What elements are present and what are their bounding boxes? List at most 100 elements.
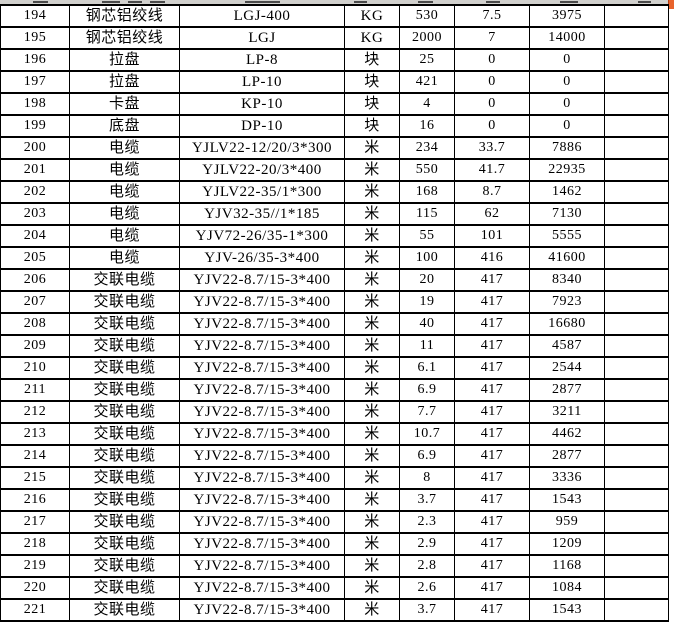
cell-notes[interactable] xyxy=(604,268,669,292)
cell-amount[interactable]: 0 xyxy=(529,114,605,138)
cell-model-spec[interactable]: YJV22-8.7/15-3*400 xyxy=(179,576,345,600)
cell-model-spec[interactable]: YJLV22-35/1*300 xyxy=(179,180,345,204)
cell-unit-price[interactable]: 417 xyxy=(454,400,530,424)
cell-amount[interactable]: 22935 xyxy=(529,158,605,182)
cell-row-number[interactable]: 194 xyxy=(0,4,70,28)
cell-model-spec[interactable]: YJV22-8.7/15-3*400 xyxy=(179,378,345,402)
cell-row-number[interactable]: 198 xyxy=(0,92,70,116)
cell-item-name[interactable]: 拉盘 xyxy=(69,70,180,94)
cell-item-name[interactable]: 交联电缆 xyxy=(69,466,180,490)
cell-unit-price[interactable]: 101 xyxy=(454,224,530,248)
cell-quantity[interactable]: 168 xyxy=(399,180,455,204)
cell-model-spec[interactable]: YJV22-8.7/15-3*400 xyxy=(179,532,345,556)
cell-model-spec[interactable]: YJV22-8.7/15-3*400 xyxy=(179,290,345,314)
cell-unit-price[interactable]: 8.7 xyxy=(454,180,530,204)
cell-row-number[interactable]: 213 xyxy=(0,422,70,446)
cell-item-name[interactable]: 交联电缆 xyxy=(69,290,180,314)
cell-quantity[interactable]: 2.6 xyxy=(399,576,455,600)
cell-quantity[interactable]: 19 xyxy=(399,290,455,314)
cell-item-name[interactable]: 交联电缆 xyxy=(69,422,180,446)
cell-quantity[interactable]: 530 xyxy=(399,4,455,28)
cell-quantity[interactable]: 55 xyxy=(399,224,455,248)
cell-amount[interactable]: 0 xyxy=(529,70,605,94)
cell-row-number[interactable]: 204 xyxy=(0,224,70,248)
cell-row-number[interactable]: 200 xyxy=(0,136,70,160)
cell-unit-price[interactable]: 0 xyxy=(454,70,530,94)
cell-item-name[interactable]: 拉盘 xyxy=(69,48,180,72)
cell-unit-price[interactable]: 417 xyxy=(454,290,530,314)
cell-unit-price[interactable]: 417 xyxy=(454,422,530,446)
cell-model-spec[interactable]: YJV72-26/35-1*300 xyxy=(179,224,345,248)
cell-row-number[interactable]: 211 xyxy=(0,378,70,402)
cell-row-number[interactable]: 215 xyxy=(0,466,70,490)
cell-amount[interactable]: 4462 xyxy=(529,422,605,446)
cell-unit[interactable]: 米 xyxy=(344,576,400,600)
cell-unit-price[interactable]: 417 xyxy=(454,356,530,380)
cell-unit[interactable]: 米 xyxy=(344,158,400,182)
cell-amount[interactable]: 2877 xyxy=(529,378,605,402)
cell-row-number[interactable]: 205 xyxy=(0,246,70,270)
cell-notes[interactable] xyxy=(604,532,669,556)
cell-model-spec[interactable]: LGJ-400 xyxy=(179,4,345,28)
cell-unit[interactable]: 米 xyxy=(344,444,400,468)
cell-unit[interactable]: 米 xyxy=(344,488,400,512)
cell-notes[interactable] xyxy=(604,422,669,446)
cell-amount[interactable]: 5555 xyxy=(529,224,605,248)
cell-row-number[interactable]: 201 xyxy=(0,158,70,182)
cell-quantity[interactable]: 2.3 xyxy=(399,510,455,534)
cell-notes[interactable] xyxy=(604,246,669,270)
cell-amount[interactable]: 4587 xyxy=(529,334,605,358)
cell-row-number[interactable]: 217 xyxy=(0,510,70,534)
cell-unit-price[interactable]: 417 xyxy=(454,334,530,358)
cell-notes[interactable] xyxy=(604,4,669,28)
cell-model-spec[interactable]: YJLV22-20/3*400 xyxy=(179,158,345,182)
cell-model-spec[interactable]: YJV22-8.7/15-3*400 xyxy=(179,334,345,358)
cell-notes[interactable] xyxy=(604,224,669,248)
cell-model-spec[interactable]: YJLV22-12/20/3*300 xyxy=(179,136,345,160)
cell-unit-price[interactable]: 417 xyxy=(454,268,530,292)
cell-unit[interactable]: 米 xyxy=(344,510,400,534)
cell-row-number[interactable]: 197 xyxy=(0,70,70,94)
cell-item-name[interactable]: 交联电缆 xyxy=(69,356,180,380)
cell-row-number[interactable]: 216 xyxy=(0,488,70,512)
cell-quantity[interactable]: 7.7 xyxy=(399,400,455,424)
cell-unit[interactable]: 米 xyxy=(344,532,400,556)
cell-row-number[interactable]: 218 xyxy=(0,532,70,556)
cell-model-spec[interactable]: YJV22-8.7/15-3*400 xyxy=(179,268,345,292)
cell-amount[interactable]: 7923 xyxy=(529,290,605,314)
cell-quantity[interactable]: 3.7 xyxy=(399,598,455,622)
cell-unit[interactable]: 米 xyxy=(344,312,400,336)
cell-row-number[interactable]: 199 xyxy=(0,114,70,138)
cell-unit-price[interactable]: 417 xyxy=(454,444,530,468)
cell-notes[interactable] xyxy=(604,444,669,468)
cell-notes[interactable] xyxy=(604,26,669,50)
cell-model-spec[interactable]: YJV22-8.7/15-3*400 xyxy=(179,466,345,490)
cell-quantity[interactable]: 10.7 xyxy=(399,422,455,446)
cell-quantity[interactable]: 2.8 xyxy=(399,554,455,578)
cell-item-name[interactable]: 交联电缆 xyxy=(69,268,180,292)
cell-unit-price[interactable]: 7 xyxy=(454,26,530,50)
cell-unit-price[interactable]: 33.7 xyxy=(454,136,530,160)
cell-unit[interactable]: 块 xyxy=(344,48,400,72)
cell-notes[interactable] xyxy=(604,576,669,600)
cell-quantity[interactable]: 421 xyxy=(399,70,455,94)
cell-quantity[interactable]: 6.9 xyxy=(399,378,455,402)
cell-model-spec[interactable]: YJV22-8.7/15-3*400 xyxy=(179,356,345,380)
cell-amount[interactable]: 7886 xyxy=(529,136,605,160)
cell-notes[interactable] xyxy=(604,70,669,94)
cell-amount[interactable]: 1168 xyxy=(529,554,605,578)
cell-unit[interactable]: 米 xyxy=(344,356,400,380)
cell-row-number[interactable]: 219 xyxy=(0,554,70,578)
cell-model-spec[interactable]: KP-10 xyxy=(179,92,345,116)
cell-amount[interactable]: 14000 xyxy=(529,26,605,50)
cell-notes[interactable] xyxy=(604,180,669,204)
cell-model-spec[interactable]: YJV22-8.7/15-3*400 xyxy=(179,400,345,424)
cell-amount[interactable]: 1209 xyxy=(529,532,605,556)
cell-unit-price[interactable]: 62 xyxy=(454,202,530,226)
cell-unit[interactable]: 米 xyxy=(344,378,400,402)
cell-quantity[interactable]: 3.7 xyxy=(399,488,455,512)
cell-unit-price[interactable]: 41.7 xyxy=(454,158,530,182)
cell-model-spec[interactable]: YJV22-8.7/15-3*400 xyxy=(179,598,345,622)
cell-unit[interactable]: 米 xyxy=(344,180,400,204)
cell-notes[interactable] xyxy=(604,598,669,622)
